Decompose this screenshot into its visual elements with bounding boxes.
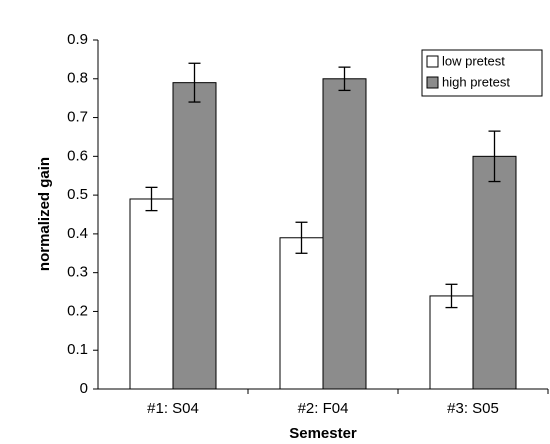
legend-swatch [426, 76, 439, 89]
error-bar [445, 283, 458, 309]
bar [279, 237, 324, 390]
x-tick-label: #1: S04 [147, 400, 199, 417]
x-axis-label: Semester [289, 425, 357, 442]
y-tick-label: 0.7 [67, 109, 88, 126]
error-bar [488, 130, 501, 183]
legend-label: low pretest [442, 53, 505, 68]
y-tick-label: 0.4 [67, 225, 88, 242]
bar [429, 295, 474, 390]
y-tick-label: 0 [80, 380, 88, 397]
y-tick-label: 0.2 [67, 302, 88, 319]
bar [129, 198, 174, 390]
bar [322, 78, 367, 390]
y-tick-label: 0.8 [67, 70, 88, 87]
error-bar [295, 221, 308, 254]
legend-box [421, 49, 543, 97]
y-tick-label: 0.5 [67, 186, 88, 203]
legend-swatch [426, 55, 439, 68]
y-tick-label: 0.6 [67, 147, 88, 164]
error-bar [188, 62, 201, 103]
error-bar [338, 66, 351, 92]
y-axis-label: normalized gain [36, 157, 53, 271]
x-tick-label: #2: F04 [298, 400, 349, 417]
x-tick-label: #3: S05 [447, 400, 499, 417]
bar [172, 82, 217, 390]
y-tick-label: 0.9 [67, 31, 88, 48]
bar [472, 155, 517, 390]
y-tick-label: 0.3 [67, 264, 88, 281]
error-bar [145, 186, 158, 212]
legend-label: high pretest [442, 74, 510, 89]
y-tick-label: 0.1 [67, 341, 88, 358]
